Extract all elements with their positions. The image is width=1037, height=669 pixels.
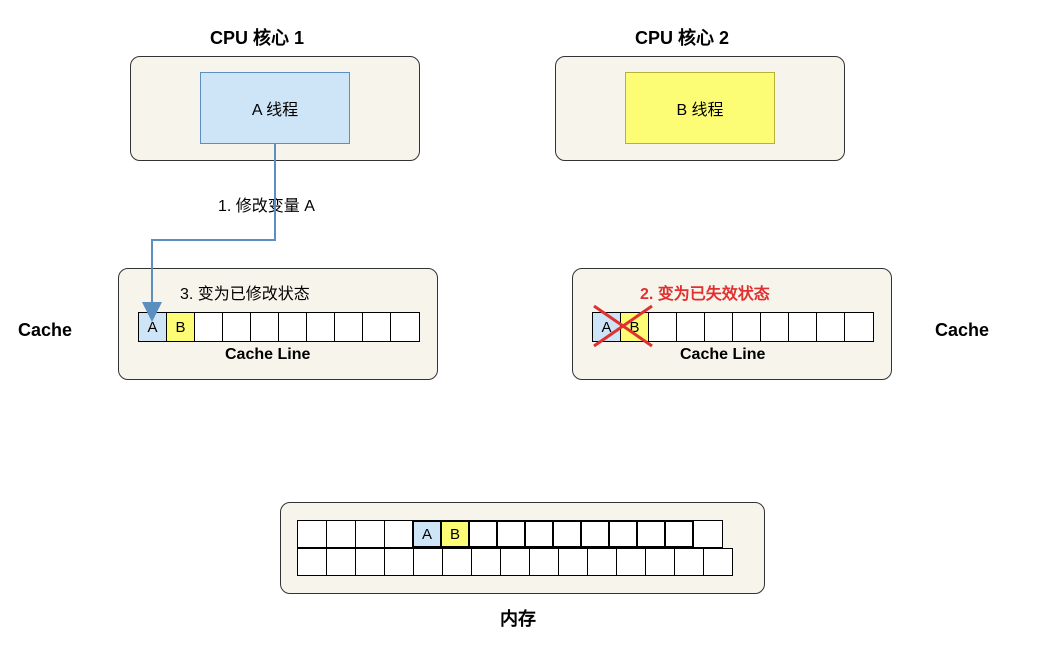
memory-cell [693,520,723,548]
memory-cell [587,548,617,576]
memory-cell [580,520,610,548]
memory-label: 内存 [500,605,536,631]
memory-cell [297,520,327,548]
memory-cell [703,548,733,576]
memory-cell [297,548,327,576]
thread-a-box: A 线程 [200,72,350,144]
memory-cell [413,548,443,576]
memory-cell: A [412,520,442,548]
thread-b-label: B 线程 [676,96,723,120]
cache-cell [761,313,789,341]
memory-cell [468,520,498,548]
cache-cell [195,313,223,341]
cache-cell [817,313,845,341]
memory-cell [645,548,675,576]
cache-cell [363,313,391,341]
memory-row1: AB [298,520,723,548]
cache-cell [789,313,817,341]
cache1-side-label: Cache [18,320,72,341]
thread-b-box: B 线程 [625,72,775,144]
cpu1-title: CPU 核心 1 [210,24,304,50]
memory-cell [616,548,646,576]
cache-cell: B [167,313,195,341]
memory-cell [500,548,530,576]
cache2-status: 2. 变为已失效状态 [640,280,770,304]
memory-cell [552,520,582,548]
cache-cell [845,313,873,341]
cache-cell: A [139,313,167,341]
thread-a-label: A 线程 [252,96,298,120]
memory-cell [326,548,356,576]
memory-cell [524,520,554,548]
cache-cell [251,313,279,341]
cache-cell [677,313,705,341]
memory-cell [355,548,385,576]
cache-cell [705,313,733,341]
cache1-line-label: Cache Line [225,346,310,364]
cache-cell [307,313,335,341]
memory-cell [529,548,559,576]
memory-cell [355,520,385,548]
cache-cell [335,313,363,341]
memory-cell [496,520,526,548]
memory-cell [636,520,666,548]
memory-cell: B [440,520,470,548]
memory-cell [664,520,694,548]
memory-cell [384,520,414,548]
cache-cell: A [593,313,621,341]
memory-cell [674,548,704,576]
cache-cell [391,313,419,341]
memory-cell [471,548,501,576]
cache1-status: 3. 变为已修改状态 [180,280,310,304]
cache-cell: B [621,313,649,341]
memory-cell [558,548,588,576]
cache-cell [223,313,251,341]
cpu2-title: CPU 核心 2 [635,24,729,50]
cache-cell [279,313,307,341]
cache-cell [649,313,677,341]
cache-cell [733,313,761,341]
memory-row2 [298,548,733,576]
memory-cell [608,520,638,548]
memory-cell [384,548,414,576]
memory-cell [442,548,472,576]
cache2-row: AB [592,312,874,342]
cache1-row: AB [138,312,420,342]
cache2-line-label: Cache Line [680,346,765,364]
arrow1-label: 1. 修改变量 A [218,192,315,216]
cache2-side-label: Cache [935,320,989,341]
memory-cell [326,520,356,548]
